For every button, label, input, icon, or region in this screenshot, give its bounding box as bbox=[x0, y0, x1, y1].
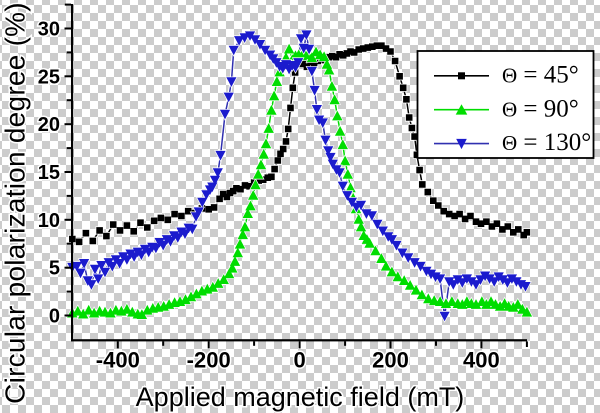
svg-text:20: 20 bbox=[38, 114, 60, 136]
svg-text:-200: -200 bbox=[187, 348, 231, 373]
svg-text:400: 400 bbox=[463, 348, 500, 373]
svg-text:0: 0 bbox=[293, 348, 305, 373]
svg-text:Circular polarization degree (: Circular polarization degree (%) bbox=[0, 2, 31, 404]
svg-text:5: 5 bbox=[49, 258, 60, 280]
svg-text:200: 200 bbox=[372, 348, 409, 373]
svg-text:Θ = 90°: Θ = 90° bbox=[502, 95, 579, 122]
svg-text:30: 30 bbox=[38, 19, 60, 41]
svg-text:Applied magnetic field (mT): Applied magnetic field (mT) bbox=[136, 382, 465, 412]
svg-text:-400: -400 bbox=[96, 348, 140, 373]
svg-text:15: 15 bbox=[38, 162, 60, 184]
svg-text:10: 10 bbox=[38, 210, 60, 232]
svg-text:25: 25 bbox=[38, 66, 60, 88]
svg-text:0: 0 bbox=[49, 306, 60, 328]
svg-text:Θ = 45°: Θ = 45° bbox=[502, 61, 579, 88]
svg-text:Θ = 130°: Θ = 130° bbox=[502, 129, 591, 156]
